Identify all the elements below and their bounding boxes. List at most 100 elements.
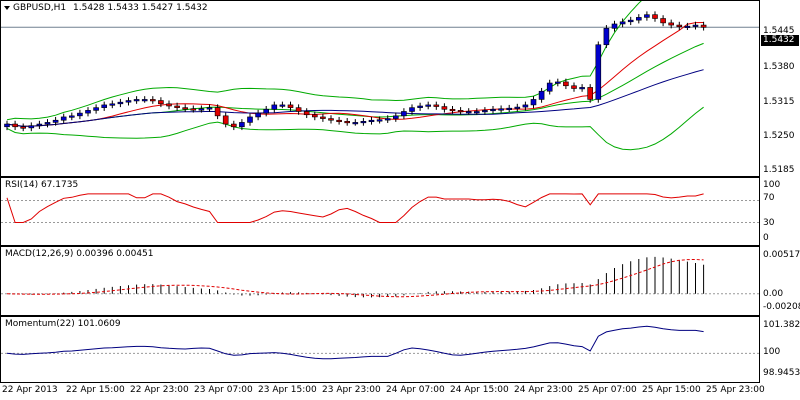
candle-body [506,107,513,110]
candle-body [692,24,699,27]
candle-body [279,104,286,107]
candle-body [409,107,415,112]
candle-body [441,106,448,110]
candle-body [425,104,432,107]
candle-body [198,108,205,111]
candle-body [660,18,666,24]
candle-body [303,111,310,116]
candle-body [174,105,180,108]
momentum-chart[interactable] [1,317,759,382]
bollinger-upper [6,1,642,121]
rsi-chart[interactable] [1,178,759,245]
candle-body [12,123,18,128]
candle-body [101,104,107,108]
bollinger-lower [6,106,704,151]
candle-body [635,17,642,21]
macd-tick: 0.00517 [763,250,800,260]
time-label: 24 Apr 15:00 [450,385,509,395]
candle-body [360,121,367,124]
candle-body [190,108,197,111]
momentum-pane[interactable]: Momentum(22) 101.0609 [0,316,760,383]
candle-body [473,111,480,114]
moving-average-slow [6,69,704,127]
candle-body [490,108,496,112]
candle-body [376,119,383,122]
macd-pane[interactable]: MACD(12,26,9) 0.00396 0.00451 [0,246,760,316]
candle-body [522,104,529,108]
candle-body [579,87,585,90]
momentum-tick: 98.9453 [763,368,800,378]
candle-body [498,108,504,111]
candle-body [239,122,245,128]
macd-axis: 0.00517 0.00 -0.00208 [760,246,800,316]
rsi-line [6,193,704,223]
candle-body [554,81,561,84]
rsi-tick: 30 [763,218,775,228]
candle-body [449,108,456,112]
macd-tick: -0.00208 [763,302,800,312]
candle-body [587,87,594,100]
candle-body [652,14,658,19]
candle-body [93,107,99,111]
macd-title: MACD(12,26,9) 0.00396 0.00451 [5,249,154,259]
candle-body [417,105,423,108]
price-tick: 1.5445 [763,26,795,36]
candle-body [263,108,270,114]
candle-body [44,122,51,125]
candle-body [611,23,618,29]
rsi-tick: 0 [763,233,769,243]
candle-body [287,104,294,108]
price-axis: 1.5445 1.5380 1.5315 1.5250 1.5185 [760,0,800,177]
candle-body [206,107,213,110]
candle-body [52,119,59,123]
candle-body [546,82,553,92]
candle-body [133,99,140,102]
time-label: 23 Apr 23:00 [322,385,381,395]
candle-body [36,123,43,126]
candle-body [538,90,545,100]
price-pane[interactable]: GBPUSD,H1 1.5428 1.5433 1.5427 1.5432 [0,0,760,177]
candle-body [222,115,229,125]
time-label: 25 Apr 07:00 [578,385,637,395]
candle-body [530,99,537,106]
candle-body [627,19,634,23]
candle-body [214,107,221,117]
candle-body [182,107,188,110]
candle-body [344,121,351,124]
price-tick: 1.5315 [763,97,795,107]
macd-chart[interactable] [1,247,759,315]
candle-body [684,25,691,28]
candle-body [295,107,302,112]
time-label: 23 Apr 07:00 [194,385,253,395]
candle-body [77,112,83,117]
time-label: 25 Apr 15:00 [642,385,701,395]
candle-body [336,119,342,123]
candle-body [320,116,326,119]
price-tick: 1.5185 [763,165,795,175]
chevron-down-icon[interactable] [4,6,10,10]
macd-tick: 0.00 [763,289,784,299]
candle-body [571,85,577,89]
time-label: 24 Apr 23:00 [514,385,573,395]
candle-body [603,28,610,46]
candle-body [668,22,675,26]
time-label: 25 Apr 23:00 [706,385,765,395]
candle-body [271,104,278,110]
price-chart[interactable] [1,1,759,176]
candle-body [368,119,375,123]
candle-body [141,99,148,102]
candle-body [150,99,156,102]
candle-body [4,123,10,128]
candle-body [125,100,132,103]
macd-signal-line [6,258,704,298]
rsi-pane[interactable]: RSI(14) 67.1735 [0,177,760,246]
candle-body [328,118,334,121]
candle-body [255,112,261,118]
time-label: 22 Apr 15:00 [66,385,125,395]
candle-body [311,114,318,118]
momentum-title: Momentum(22) 101.0609 [5,319,121,329]
candle-body [231,123,237,128]
price-tick: 1.5250 [763,131,795,141]
candle-body [117,101,124,105]
rsi-axis: 100 70 30 0 [760,177,800,246]
